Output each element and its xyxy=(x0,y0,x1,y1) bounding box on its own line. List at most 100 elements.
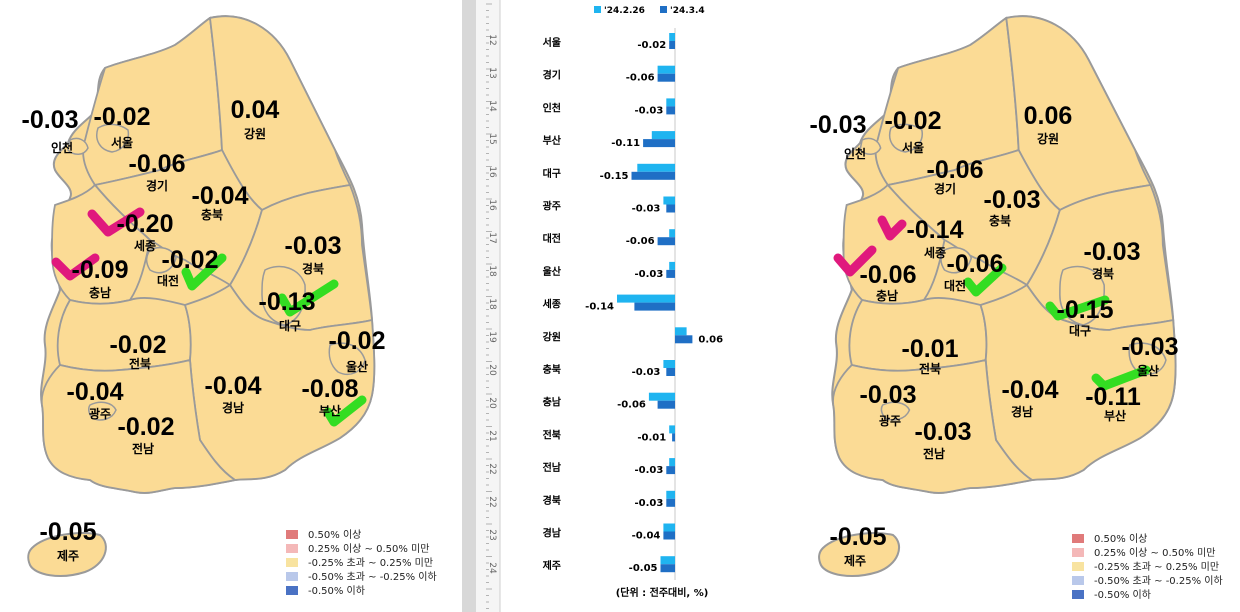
region-value: -0.03 xyxy=(1084,238,1141,266)
bar-series1 xyxy=(669,229,675,238)
green-check-mark xyxy=(181,253,227,291)
region-value: -0.05 xyxy=(40,518,97,546)
bar-series2 xyxy=(657,73,675,82)
region-name: 세종 xyxy=(134,238,156,253)
bar-series2 xyxy=(666,204,675,213)
bar-series2 xyxy=(669,41,675,49)
ruler-label: 18 xyxy=(487,265,497,277)
region-name: 전북 xyxy=(919,361,941,376)
data-label: -0.03 xyxy=(632,204,661,215)
region-value: -0.02 xyxy=(94,103,151,131)
bar-series2 xyxy=(657,400,675,409)
bar-series1 xyxy=(663,360,675,368)
bar-series2 xyxy=(666,269,675,278)
region-value: -0.20 xyxy=(117,210,174,238)
data-label: -0.03 xyxy=(634,465,663,476)
data-label: -0.06 xyxy=(617,400,646,411)
bar-series1 xyxy=(669,33,675,41)
legend-swatch xyxy=(286,572,298,581)
region-value: -0.04 xyxy=(205,372,262,400)
region-name: 울산 xyxy=(1137,363,1159,378)
province-boundary xyxy=(40,358,238,494)
ruler-label: 19 xyxy=(487,331,497,343)
data-label: -0.04 xyxy=(632,531,661,542)
magenta-check-mark xyxy=(833,245,877,277)
data-label: 0.06 xyxy=(698,334,723,345)
region-value: -0.03 xyxy=(285,232,342,260)
region-value: -0.03 xyxy=(860,381,917,409)
bar-series1 xyxy=(675,327,687,336)
chart-footnote: (단위 : 전주대비, %) xyxy=(616,586,709,599)
data-label: -0.05 xyxy=(629,563,658,574)
region-name: 서울 xyxy=(111,135,133,150)
bar-chart-panel: 12 13 14 15 16 16 17 18 18 19 20 20 21 22 22 23 24 '24.2.… xyxy=(462,0,760,612)
ruler-label: 20 xyxy=(487,364,497,376)
category-label: 인천 xyxy=(543,101,561,114)
region-value: -0.04 xyxy=(192,182,249,210)
bar-series2 xyxy=(663,531,675,540)
city-boundary xyxy=(145,246,177,274)
legend-swatch xyxy=(660,6,667,13)
region-value: -0.02 xyxy=(885,107,942,135)
region-value: -0.01 xyxy=(902,335,959,363)
data-label: -0.14 xyxy=(585,302,614,313)
region-value: -0.02 xyxy=(110,331,167,359)
data-label: -0.03 xyxy=(634,498,663,509)
region-value: -0.03 xyxy=(984,186,1041,214)
city-boundary xyxy=(328,342,366,376)
legend-label: -0.50% 이하 xyxy=(1094,588,1151,601)
ruler-strip: 12 13 14 15 16 16 17 18 18 19 20 20 21 22 22 23 24 xyxy=(462,0,501,612)
bar-series2 xyxy=(631,171,675,180)
data-label: -0.03 xyxy=(632,367,661,378)
bar-series1 xyxy=(637,163,675,172)
region-value: -0.09 xyxy=(72,256,129,284)
bar-series1 xyxy=(660,556,675,565)
region-name: 강원 xyxy=(244,127,266,141)
ruler-label: 22 xyxy=(487,496,497,507)
region-name: 광주 xyxy=(879,413,901,428)
region-value: -0.06 xyxy=(927,156,984,184)
region-value: -0.06 xyxy=(860,261,917,289)
magenta-check-mark xyxy=(51,253,100,281)
region-name: 전북 xyxy=(129,356,151,371)
korea-map-shape xyxy=(27,15,376,577)
region-name: 충북 xyxy=(201,207,223,222)
bar-series2 xyxy=(666,368,675,376)
city-boundary xyxy=(1128,342,1167,376)
category-label: 대구 xyxy=(543,167,561,180)
green-check-mark xyxy=(323,395,367,427)
region-name: 서울 xyxy=(902,140,924,155)
legend-label: -0.25% 초과 ~ 0.25% 미만 xyxy=(1094,561,1219,573)
region-value: -0.02 xyxy=(118,413,175,441)
region-name: 대구 xyxy=(279,319,301,333)
city-boundary xyxy=(87,401,117,421)
bar-series1 xyxy=(663,196,675,205)
bar-series1 xyxy=(648,392,675,401)
legend-swatch xyxy=(1072,576,1084,585)
category-label: 서울 xyxy=(543,36,561,49)
bars: 서울 -0.02 경기 -0.06 인천 -0.03 부산 -0.11 대구 -0.15 광주 -0.… xyxy=(543,28,723,580)
green-check-mark xyxy=(277,279,339,317)
region-name: 제주 xyxy=(844,554,866,568)
jeju-island-outline xyxy=(818,532,901,577)
legend-label: '24.3.4 xyxy=(670,6,705,16)
region-name: 광주 xyxy=(89,406,111,421)
right-map-legend: 0.50% 이상 0.25% 이상 ~ 0.50% 미만 -0.25% 초과 ~ 0… xyxy=(1072,533,1223,601)
region-value: -0.11 xyxy=(1085,383,1141,411)
bar-series2 xyxy=(666,106,675,115)
city-boundary xyxy=(67,137,89,155)
region-value: -0.04 xyxy=(1002,376,1059,404)
legend-swatch xyxy=(1072,534,1084,543)
right-map-checkmarks xyxy=(833,215,1151,391)
ruler-label: 16 xyxy=(487,199,497,211)
region-value: -0.02 xyxy=(329,327,386,355)
category-label: 울산 xyxy=(543,265,562,278)
category-label: 전북 xyxy=(543,428,561,441)
category-label: 제주 xyxy=(543,559,561,572)
jeju-island-outline xyxy=(27,532,107,577)
legend-label: -0.50% 이하 xyxy=(308,584,365,597)
region-name: 전남 xyxy=(132,441,154,456)
